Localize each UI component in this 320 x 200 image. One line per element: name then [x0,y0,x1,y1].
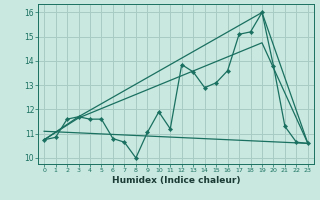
X-axis label: Humidex (Indice chaleur): Humidex (Indice chaleur) [112,176,240,185]
